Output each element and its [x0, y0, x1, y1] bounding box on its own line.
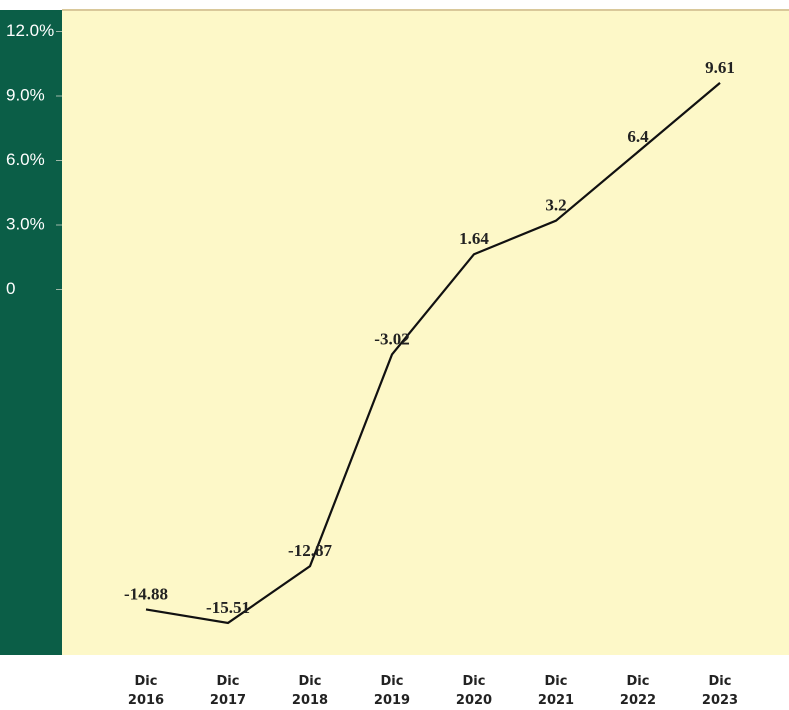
y-tick-label: 6.0%	[6, 150, 45, 169]
x-tick-label: Dic 2023	[701, 674, 739, 708]
x-tick-label: Dic 2020	[455, 674, 493, 708]
axis-band	[0, 10, 62, 655]
plot-area	[62, 10, 789, 655]
data-label: 3.2	[545, 196, 566, 215]
data-label: 9.61	[705, 58, 735, 77]
y-tick-label: 12.0%	[6, 21, 54, 40]
x-tick-label: Dic 2021	[537, 674, 575, 708]
data-label: 6.4	[627, 127, 649, 146]
line	[145, 82, 721, 625]
data-label: -15.51	[206, 598, 250, 617]
x-tick-label: Dic 2018	[291, 674, 329, 708]
data-label: -3.02	[374, 329, 409, 348]
x-tick-label: Dic 2016	[127, 674, 165, 708]
chart: 0 3.0% 6.0% 9.0% 12.0% -14.88 -15.51 -12.87 -3.0…	[0, 9, 789, 655]
x-tick-label: Dic 2022	[619, 674, 657, 708]
x-tick-label: Dic 2017	[209, 674, 247, 708]
y-tick-label: 3.0%	[6, 214, 45, 233]
y-tick-label: 9.0%	[6, 85, 45, 104]
data-label: -12.87	[288, 541, 332, 560]
x-tick-label: Dic 2019	[373, 674, 411, 708]
data-label: 1.64	[459, 229, 489, 248]
data-label: -14.88	[124, 584, 168, 603]
y-tick-label: 0	[6, 279, 15, 298]
